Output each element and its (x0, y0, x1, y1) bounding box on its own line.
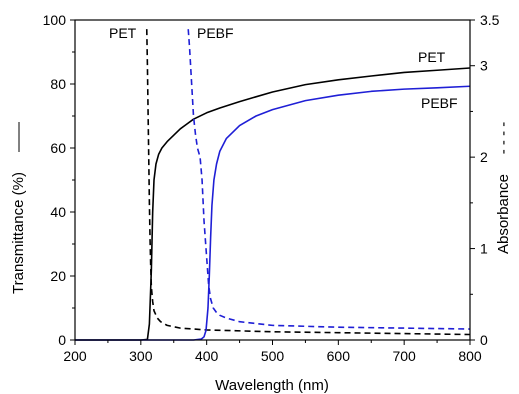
x-tick-label-600: 600 (327, 348, 351, 364)
axes-layer (74, 19, 471, 341)
series-layer (75, 29, 471, 341)
x-tick-label-700: 700 (392, 348, 416, 364)
y-left-tick-label-80: 80 (50, 76, 66, 92)
x-tick-label-800: 800 (458, 348, 482, 364)
y-right-axis-marker: - - - - (495, 122, 512, 154)
x-tick-label-200: 200 (63, 348, 87, 364)
annotation-pet-right: PET (418, 49, 446, 65)
series-pebf-absorbance-line (187, 29, 471, 330)
y-left-tick-label-20: 20 (50, 268, 66, 284)
y-left-tick-label-100: 100 (43, 12, 67, 28)
series-pet-absorbance-line (145, 29, 471, 336)
annotation-layer: PET PEBF PET PEBF (109, 25, 458, 111)
y-right-tick-label-0: 0 (480, 332, 488, 348)
y-left-tick-label-0: 0 (58, 332, 66, 348)
annotation-pebf-right: PEBF (421, 95, 458, 111)
series-pebf-transmittance-line (75, 85, 471, 341)
y-right-axis-title: Absorbance (495, 174, 512, 254)
y-right-tick-label-3: 3 (480, 58, 488, 74)
y-left-axis-marker: —— (10, 122, 27, 152)
y-left-axis-title: Transmittance (%) (10, 172, 27, 294)
y-left-tick-label-60: 60 (50, 140, 66, 156)
x-axis-title: Wavelength (nm) (215, 377, 329, 394)
x-tick-label-400: 400 (195, 348, 219, 364)
y-right-tick-label-2: 2 (480, 149, 488, 165)
y-right-tick-label-1: 1 (480, 241, 488, 257)
y-right-tick-label-3.5: 3.5 (480, 12, 500, 28)
x-tick-label-500: 500 (261, 348, 285, 364)
y-left-tick-label-40: 40 (50, 204, 66, 220)
annotation-pebf-top: PEBF (197, 25, 234, 41)
x-tick-label-300: 300 (129, 348, 153, 364)
plot-frame (74, 19, 471, 341)
annotation-pet-top: PET (109, 25, 137, 41)
